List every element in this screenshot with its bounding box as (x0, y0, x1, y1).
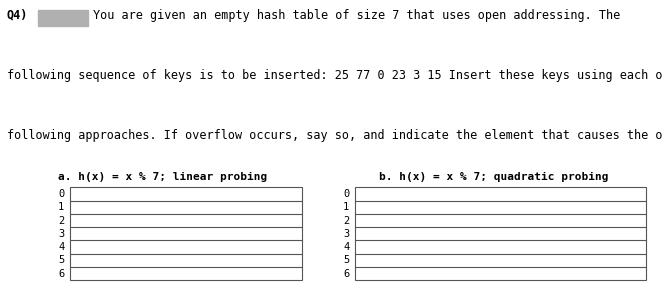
FancyBboxPatch shape (70, 187, 302, 280)
Text: 3: 3 (58, 229, 64, 239)
Text: 1: 1 (343, 202, 349, 212)
Text: 4: 4 (58, 242, 64, 252)
Text: 5: 5 (58, 255, 64, 265)
Text: Q4): Q4) (7, 9, 28, 21)
Text: a. h(x) = x % 7; linear probing: a. h(x) = x % 7; linear probing (58, 172, 267, 182)
Text: 3: 3 (343, 229, 349, 239)
Text: 1: 1 (58, 202, 64, 212)
FancyBboxPatch shape (355, 187, 646, 280)
Text: following approaches. If overflow occurs, say so, and indicate the element that : following approaches. If overflow occurs… (7, 129, 663, 142)
Text: following sequence of keys is to be inserted: 25 77 0 23 3 15 Insert these keys : following sequence of keys is to be inse… (7, 69, 663, 82)
Text: You are given an empty hash table of size 7 that uses open addressing. The: You are given an empty hash table of siz… (93, 9, 621, 21)
Text: 5: 5 (343, 255, 349, 265)
Text: 0: 0 (58, 189, 64, 199)
Text: 4: 4 (343, 242, 349, 252)
Text: 6: 6 (58, 269, 64, 279)
Text: 2: 2 (343, 216, 349, 226)
Text: 0: 0 (343, 189, 349, 199)
Text: 2: 2 (58, 216, 64, 226)
Text: b. h(x) = x % 7; quadratic probing: b. h(x) = x % 7; quadratic probing (379, 172, 609, 182)
Text: 6: 6 (343, 269, 349, 279)
FancyBboxPatch shape (38, 10, 88, 26)
